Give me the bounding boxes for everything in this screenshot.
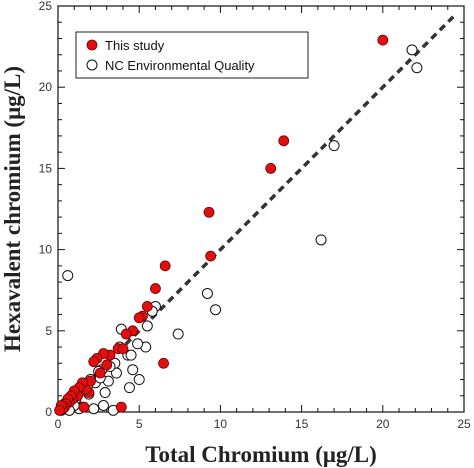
nc-environmental-quality-point [210,304,222,316]
nc-environmental-quality-point [133,374,145,386]
plot-frame [57,5,465,413]
nc-environmental-quality-point [132,338,144,350]
this-study-point [159,260,171,272]
this-study-point [88,356,100,368]
this-study-point [94,367,106,379]
y-tick-label: 0 [45,405,52,419]
this-study-point [265,162,277,174]
nc-environmental-quality-point [88,403,100,415]
nc-environmental-quality-point [62,270,74,282]
this-study-point [117,343,129,355]
nc-environmental-quality-point [201,287,213,299]
nc-environmental-quality-point [315,234,327,246]
this-study-point [158,357,169,369]
x-tick-label: 25 [457,417,471,431]
legend-label-nc-environmental-quality: NC Environmental Quality [105,58,255,73]
nc-environmental-quality-point [172,328,184,340]
nc-environmental-quality-point [411,62,423,74]
this-study-point [278,135,290,147]
x-tick-label: 10 [214,417,228,431]
nc-environmental-quality-point [328,140,340,152]
y-tick-label: 15 [39,161,53,175]
nc-environmental-quality-point [99,387,111,399]
this-study-point [141,301,153,312]
y-axis-title: Hexavalent chromium (μg/L) [0,66,25,352]
legend-marker-nc-environmental-quality [86,59,98,71]
y-tick-label: 20 [39,80,53,94]
x-tick-label: 20 [376,417,390,431]
legend-marker-this-study [86,39,98,51]
nc-environmental-quality-point [127,364,139,376]
x-tick-label: 5 [136,417,143,431]
this-study-point [115,401,127,413]
nc-environmental-quality-point [406,44,418,56]
this-study-point [133,312,145,324]
x-tick-label: 15 [295,417,309,431]
this-study-point [203,206,215,218]
nc-environmental-quality-point [97,400,109,412]
this-study-point [205,250,217,262]
axis-ticks: 0 5 10 15 20 25 0 5 10 15 20 25 [39,0,471,431]
x-tick-label: 0 [55,417,62,431]
this-study-point [101,359,113,371]
this-study-point [150,283,161,294]
legend-box [75,31,309,79]
y-tick-label: 10 [39,243,53,257]
this-study-point [54,404,66,416]
data-points [54,34,423,416]
nc-environmental-quality-point [123,382,135,394]
this-study-point [377,34,389,46]
nc-environmental-quality-point [141,320,153,332]
y-tick-label: 25 [39,0,53,13]
this-study-point [78,401,90,413]
legend-label-this-study: This study [105,38,165,53]
this-study-point [120,328,132,340]
y-tick-label: 5 [45,324,52,338]
nc-environmental-quality-point [125,349,137,361]
legend: This study NC Environmental Quality [75,31,309,79]
x-axis-title: Total Chromium (μg/L) [145,442,377,467]
one-to-one-dashed-line [56,12,458,414]
